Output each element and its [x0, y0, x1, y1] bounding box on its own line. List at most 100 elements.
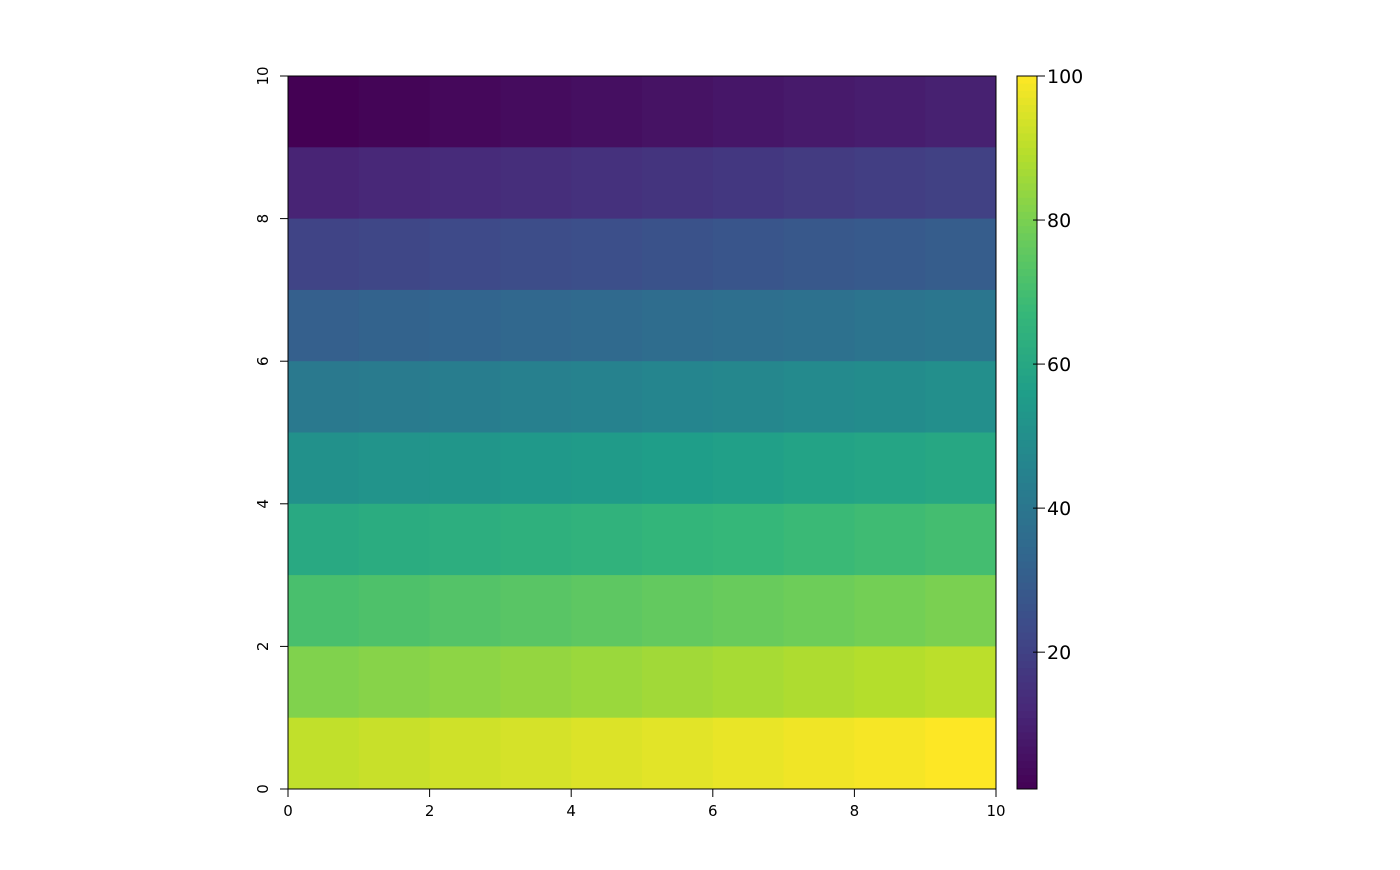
legend-color-step — [1017, 389, 1037, 398]
legend-color-step — [1017, 125, 1037, 134]
heatmap-cell — [925, 147, 997, 220]
heatmap-cell — [925, 503, 997, 576]
heatmap-cell — [783, 218, 855, 291]
legend-color-step — [1017, 83, 1037, 91]
heatmap-cell — [712, 503, 785, 576]
heatmap-cell — [925, 361, 997, 433]
legend-color-step — [1017, 696, 1037, 704]
heatmap-cell — [925, 218, 997, 291]
heatmap-cell — [854, 717, 926, 790]
legend-color-step — [1017, 218, 1037, 227]
heatmap-cell — [854, 503, 926, 576]
legend-color-step — [1017, 717, 1037, 726]
legend-color-step — [1017, 97, 1037, 106]
legend-frame — [1016, 75, 1038, 790]
heatmap-cell — [925, 432, 997, 505]
legend-color-step — [1017, 781, 1037, 790]
legend-color-step — [1017, 532, 1037, 540]
heatmap-cell — [783, 575, 855, 647]
legend-color-step — [1017, 489, 1037, 498]
heatmap-cell — [783, 147, 855, 220]
heatmap-cell — [500, 503, 572, 576]
legend-color-step — [1017, 689, 1037, 697]
y-tick-label: 8 — [254, 214, 272, 224]
legend-color-step — [1017, 567, 1037, 576]
heatmap-cell — [712, 76, 785, 148]
legend-color-step — [1017, 161, 1037, 170]
legend-color-step — [1017, 710, 1037, 719]
heatmap-cell — [429, 289, 501, 362]
heatmap-cell — [358, 646, 431, 719]
legend-color-step — [1017, 140, 1037, 148]
heatmap-cell — [854, 575, 926, 647]
heatmap-cell — [500, 289, 572, 362]
heatmap-cell — [358, 503, 431, 576]
legend-color-step — [1017, 289, 1037, 298]
heatmap-cell — [642, 432, 714, 505]
heatmap-cell — [571, 717, 643, 790]
y-tick-label: 4 — [254, 499, 272, 509]
heatmap-cell — [854, 646, 926, 719]
legend-color-step — [1017, 653, 1037, 662]
heatmap-cell — [358, 432, 431, 505]
legend-color-step — [1017, 674, 1037, 683]
legend-color-step — [1017, 225, 1037, 234]
legend-color-step — [1017, 660, 1037, 669]
x-tick-label: 4 — [566, 802, 576, 820]
heatmap-cell — [571, 432, 643, 505]
heatmap-cell — [712, 646, 785, 719]
heatmap-cell — [925, 646, 997, 719]
heatmap-cell — [783, 646, 855, 719]
legend-color-step — [1017, 610, 1037, 619]
heatmap-cell — [288, 432, 360, 505]
heatmap-cell — [712, 432, 785, 505]
heatmap-cell — [429, 432, 501, 505]
legend-color-step — [1017, 396, 1037, 405]
legend-color-step — [1017, 518, 1037, 526]
x-tick-label: 2 — [425, 802, 435, 820]
x-tick-label: 0 — [283, 802, 293, 820]
legend-color-step — [1017, 724, 1037, 733]
legend-color-step — [1017, 118, 1037, 127]
heatmap-cell — [712, 289, 785, 362]
legend-color-step — [1017, 682, 1037, 690]
legend-color-step — [1017, 147, 1037, 155]
legend-color-step — [1017, 325, 1037, 334]
heatmap-cell — [571, 575, 643, 647]
legend-color-step — [1017, 332, 1037, 341]
heatmap-cell — [783, 289, 855, 362]
legend-color-step — [1017, 175, 1037, 184]
heatmap-cell — [358, 76, 431, 148]
heatmap-cell — [288, 147, 360, 220]
heatmap-cell — [288, 361, 360, 433]
legend-color-step — [1017, 482, 1037, 491]
legend-color-step — [1017, 418, 1037, 426]
heatmap-cell — [783, 361, 855, 433]
y-tick-label: 6 — [254, 356, 272, 366]
heatmap-cell — [429, 717, 501, 790]
heatmap-cell — [500, 575, 572, 647]
legend-color-step — [1017, 575, 1037, 583]
legend-color-step — [1017, 318, 1037, 327]
legend-tick-label: 100 — [1047, 66, 1083, 88]
legend-color-step — [1017, 254, 1037, 262]
x-tick-label: 8 — [850, 802, 860, 820]
legend-color-step — [1017, 346, 1037, 355]
heatmap-cell — [854, 361, 926, 433]
legend-color-step — [1017, 453, 1037, 462]
heatmap-cell — [783, 432, 855, 505]
y-tick-label: 2 — [254, 642, 272, 652]
legend-color-step — [1017, 432, 1037, 441]
heatmap-cell — [571, 646, 643, 719]
x-tick-label: 6 — [708, 802, 718, 820]
legend-color-step — [1017, 90, 1037, 98]
heatmap-cell — [288, 717, 360, 790]
legend-color-step — [1017, 154, 1037, 163]
legend-color-step — [1017, 247, 1037, 255]
legend-color-step — [1017, 553, 1037, 562]
heatmap-cell — [358, 289, 431, 362]
legend-color-step — [1017, 703, 1037, 712]
legend-color-step — [1017, 560, 1037, 569]
legend-color-step — [1017, 603, 1037, 612]
